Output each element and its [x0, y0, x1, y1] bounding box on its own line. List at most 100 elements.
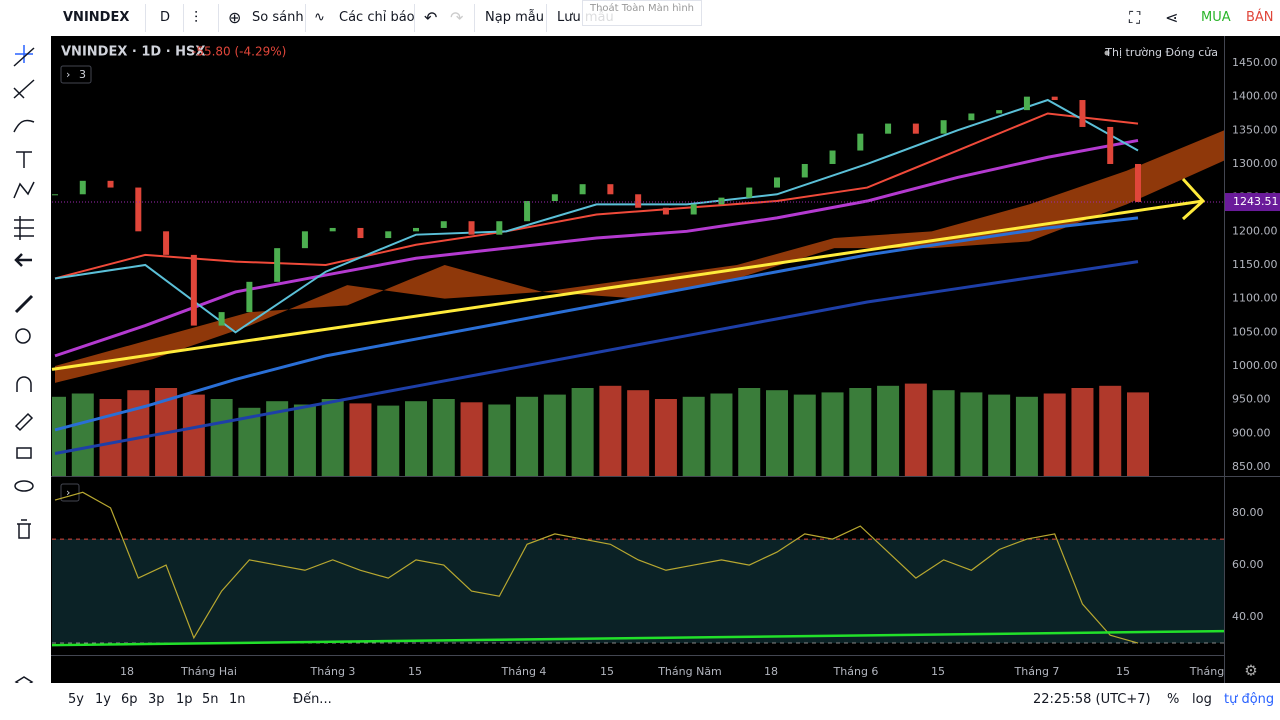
candle: [135, 187, 142, 232]
indicators[interactable]: Các chỉ báo: [339, 10, 415, 25]
volume-bar: [682, 396, 705, 476]
range[interactable]: 5n: [202, 692, 219, 707]
auto[interactable]: tự động: [1224, 692, 1275, 707]
text-tool[interactable]: [16, 151, 32, 168]
line-tool[interactable]: [13, 47, 35, 67]
volume-bar: [599, 385, 622, 476]
volume-bar: [460, 402, 483, 476]
settings[interactable]: ⚙: [1244, 662, 1257, 680]
volume-bar: [516, 396, 539, 476]
x-tick-label: 15: [600, 665, 614, 678]
tooltip: Thoát Toàn Màn hình: [582, 0, 702, 26]
candle: [829, 150, 836, 164]
last-price-box: [1225, 193, 1280, 212]
range[interactable]: 5y: [68, 692, 84, 707]
range[interactable]: 1y: [95, 692, 111, 707]
load-template[interactable]: Nạp mẫu: [485, 10, 544, 25]
sell[interactable]: BÁN: [1246, 10, 1274, 25]
y-tick-label: 40.00: [1232, 610, 1264, 623]
interval[interactable]: D: [160, 10, 171, 25]
candle: [218, 312, 225, 326]
y-tick-label: 1450.00: [1232, 56, 1278, 69]
candle: [857, 133, 864, 151]
volume-bar: [960, 392, 983, 476]
sep: [474, 4, 475, 32]
share[interactable]: ⋖: [1165, 8, 1179, 27]
undo[interactable]: ↶: [424, 8, 438, 27]
x-tick-label: Tháng 7: [1014, 665, 1060, 678]
buy[interactable]: MUA: [1201, 10, 1231, 25]
bars-icon[interactable]: ⫶: [194, 8, 199, 27]
volume-bar: [432, 399, 455, 476]
candle: [190, 254, 197, 326]
layers[interactable]: [14, 676, 34, 683]
back[interactable]: [14, 253, 32, 267]
sep: [414, 4, 415, 32]
fib-tool[interactable]: [13, 79, 35, 99]
volume-bar: [377, 405, 400, 476]
candle: [607, 184, 614, 195]
percent[interactable]: %: [1167, 692, 1180, 707]
candle: [662, 207, 669, 215]
brush-tool[interactable]: [13, 119, 35, 133]
log[interactable]: log: [1192, 692, 1212, 707]
moving-average: [54, 260, 1139, 455]
zoom[interactable]: [15, 328, 31, 344]
sep: [145, 4, 146, 32]
lock-draw[interactable]: [14, 412, 34, 432]
pattern-tool[interactable]: [13, 181, 35, 199]
volume-bar: [766, 390, 788, 476]
volume-bar: [849, 388, 872, 476]
clock: 22:25:58 (UTC+7): [1033, 692, 1151, 707]
ruler[interactable]: [14, 294, 34, 314]
trash[interactable]: [17, 519, 31, 539]
x-tick-label: Tháng Hai: [180, 665, 237, 678]
rsi-trendline: [51, 629, 1225, 647]
candle: [246, 281, 253, 313]
trend-arrow: [1181, 178, 1206, 221]
candle: [1135, 163, 1141, 203]
indicator-icon: ∿: [314, 10, 325, 25]
volume-bar: [543, 394, 566, 476]
pane-toggle[interactable]: [60, 483, 80, 502]
range[interactable]: 6p: [121, 692, 138, 707]
symbol[interactable]: VNINDEX: [63, 10, 130, 25]
forecast-tool[interactable]: [14, 216, 34, 240]
compare[interactable]: So sánh: [252, 10, 304, 25]
market-status: Thị trường Đóng cửa: [1104, 46, 1218, 59]
candle: [413, 227, 419, 232]
sep: [546, 4, 547, 32]
candle: [912, 123, 919, 134]
indicator-toggle[interactable]: [60, 65, 92, 84]
volume-bar: [1043, 393, 1066, 476]
range[interactable]: 1n: [229, 692, 246, 707]
visibility[interactable]: [14, 480, 34, 492]
volume-bar: [710, 393, 733, 476]
y-tick-label: 1000.00: [1232, 359, 1278, 372]
chevron: ›: [66, 68, 70, 81]
fullscreen[interactable]: ⛶: [1129, 8, 1141, 27]
volume-bar: [654, 399, 677, 476]
candle: [440, 221, 447, 228]
candle: [940, 120, 947, 134]
range[interactable]: 3p: [148, 692, 165, 707]
volume-bar: [266, 401, 289, 476]
chart-title: VNINDEX · 1D · HSX: [61, 45, 205, 60]
sep: [305, 4, 306, 32]
redo[interactable]: ↷: [450, 8, 464, 27]
y-tick-label: 1150.00: [1232, 258, 1278, 271]
candle: [718, 197, 725, 205]
volume-bar: [821, 392, 844, 476]
lock[interactable]: [16, 447, 32, 459]
candle: [163, 231, 170, 255]
goto[interactable]: Đến...: [293, 692, 332, 707]
volume-bar: [988, 394, 1011, 476]
indicator-count: 3: [79, 68, 86, 81]
range[interactable]: 1p: [176, 692, 193, 707]
compare-icon: ⊕: [228, 8, 242, 27]
magnet[interactable]: [16, 376, 32, 392]
last-price-label: 1243.51: [1233, 195, 1279, 208]
crosshair[interactable]: [15, 45, 33, 63]
x-tick-label: 18: [764, 665, 778, 678]
volume-bar: [877, 385, 900, 476]
